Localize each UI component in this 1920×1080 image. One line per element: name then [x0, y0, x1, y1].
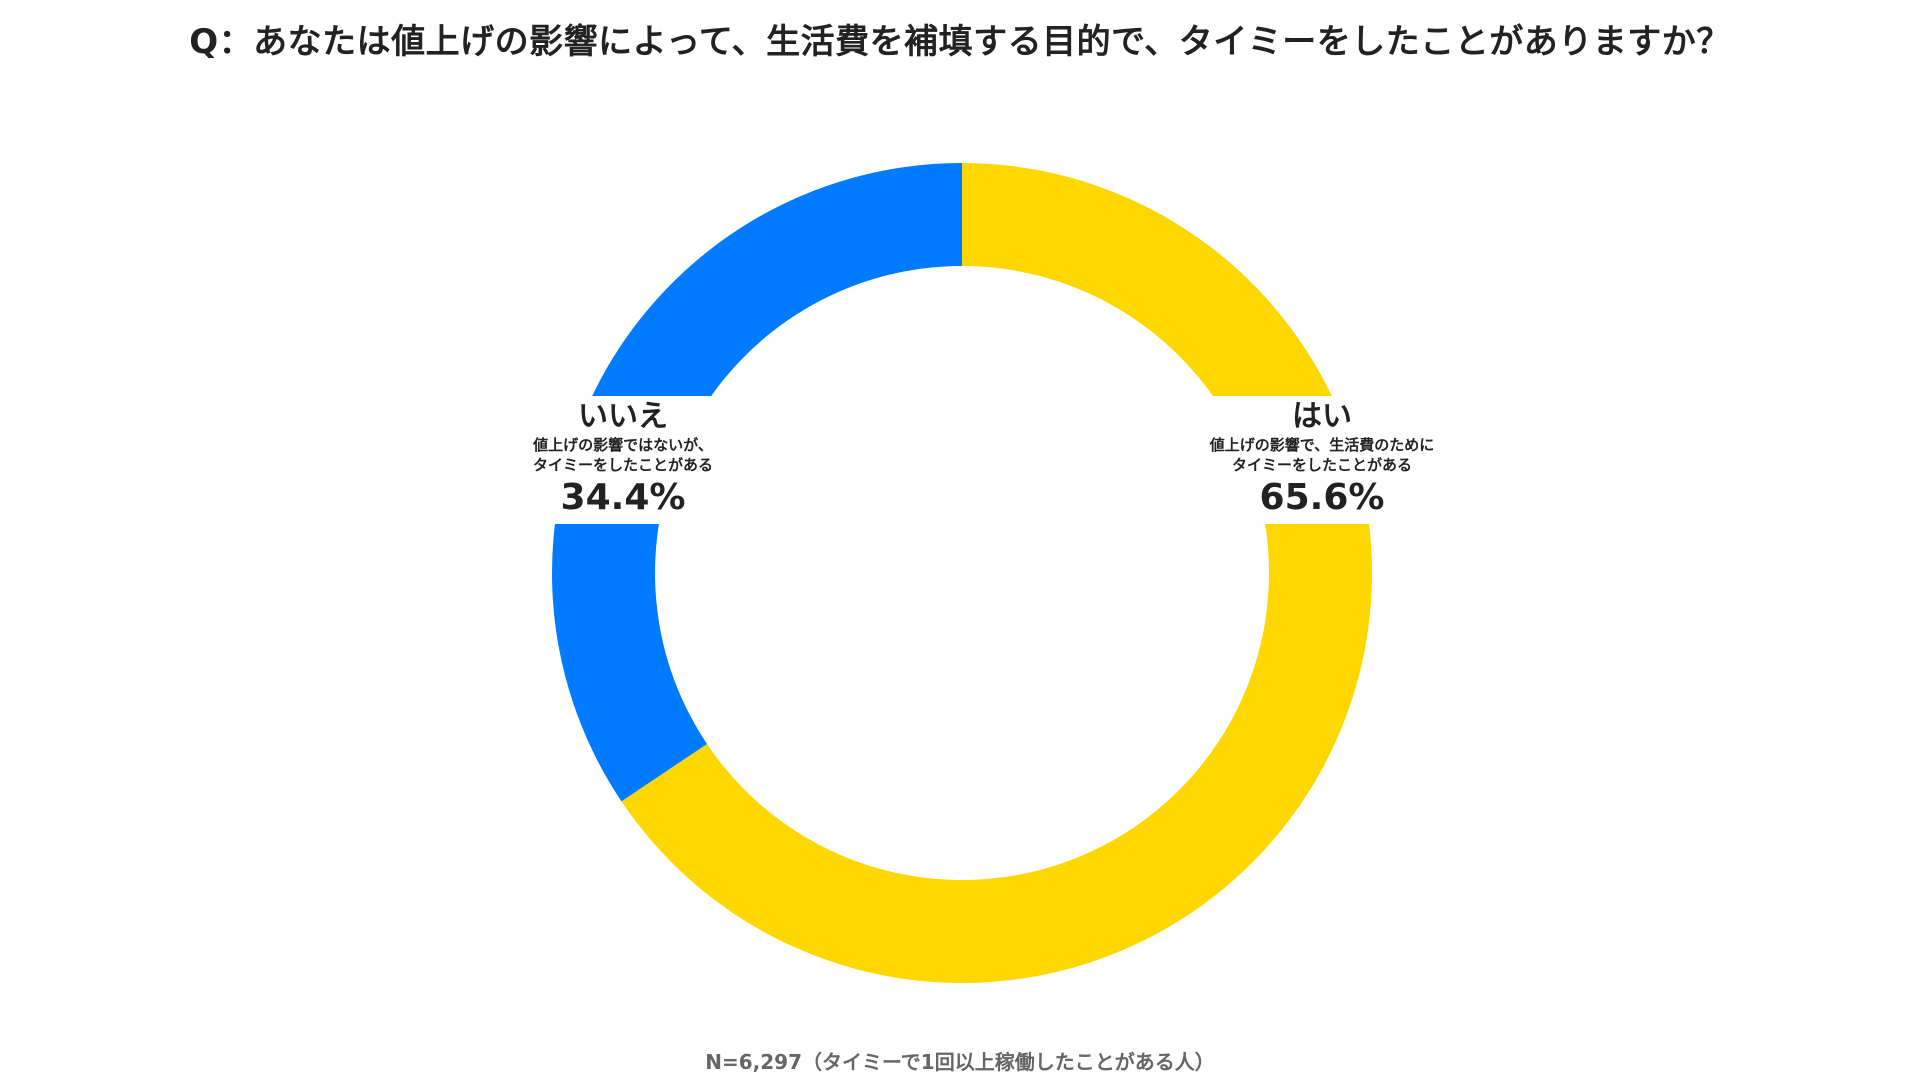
slice-value-yes: 65.6%	[1259, 477, 1385, 518]
slice-name-no: いいえ	[578, 399, 668, 434]
slice-description-yes-line2: タイミーをしたことがある	[1231, 455, 1412, 474]
slice-description-no-line1: 値上げの影響ではないが、	[533, 435, 713, 454]
sample-size-footnote: N=6,297（タイミーで1回以上稼働したことがある人）	[705, 1050, 1215, 1074]
slice-label-no: いいえ 値上げの影響ではないが、 タイミーをしたことがある 34.4%	[512, 396, 734, 525]
chart-title: Q：あなたは値上げの影響によって、生活費を補填する目的で、タイミーをしたことがあ…	[189, 22, 1731, 62]
slice-value-no: 34.4%	[560, 477, 686, 518]
slice-label-yes: はい 値上げの影響で、生活費のために タイミーをしたことがある 65.6%	[1166, 396, 1478, 525]
donut-slice-no	[552, 162, 962, 802]
slice-description-no-line2: タイミーをしたことがある	[532, 455, 713, 474]
slice-description-yes-line1: 値上げの影響で、生活費のために	[1209, 435, 1435, 454]
slice-name-yes: はい	[1292, 399, 1352, 434]
